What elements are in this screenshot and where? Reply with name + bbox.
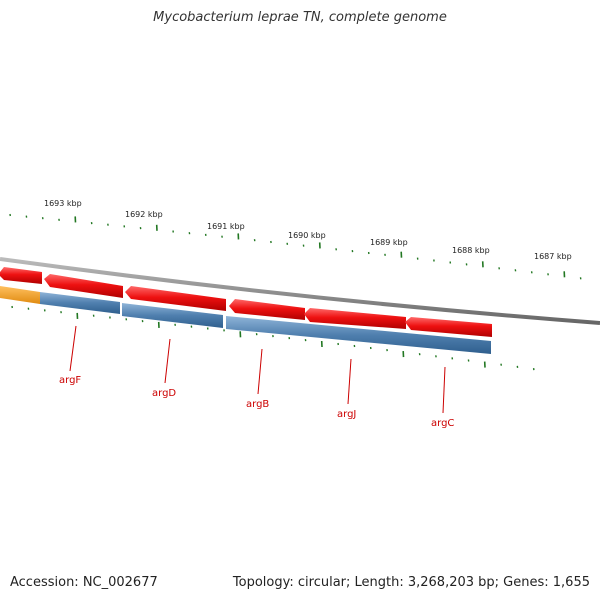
tick-label-1693: 1693 kbp xyxy=(44,199,82,208)
gene-feature-arrow[interactable] xyxy=(229,299,305,320)
tick-label-1691: 1691 kbp xyxy=(207,222,245,231)
gene-label-argB[interactable]: argB xyxy=(246,399,269,410)
gene-feature-arrow[interactable] xyxy=(0,267,42,284)
outer-tick-ring xyxy=(9,213,582,280)
genome-summary-text: Topology: circular; Length: 3,268,203 bp… xyxy=(232,575,590,590)
inner-tick-ring xyxy=(11,305,535,371)
genome-backbone xyxy=(0,257,600,325)
gene-feature-arrow[interactable] xyxy=(405,317,492,337)
tick-label-1690: 1690 kbp xyxy=(288,231,326,240)
tick-label-1689: 1689 kbp xyxy=(370,238,408,247)
tick-label-1687: 1687 kbp xyxy=(534,252,572,261)
gene-feature-arrow[interactable] xyxy=(304,308,406,329)
gene-feature-arrow[interactable] xyxy=(44,274,123,298)
cds-segment[interactable] xyxy=(40,292,120,314)
cds-segment[interactable] xyxy=(122,303,223,328)
tick-label-1688: 1688 kbp xyxy=(452,246,490,255)
tick-label-1692: 1692 kbp xyxy=(125,210,163,219)
gene-label-argF[interactable]: argF xyxy=(59,375,81,386)
accession-text: Accession: NC_002677 xyxy=(10,575,158,590)
gene-labels: argF argD argB argJ argC xyxy=(59,375,454,429)
cds-segment[interactable] xyxy=(226,316,491,354)
gene-label-argC[interactable]: argC xyxy=(431,418,454,429)
cds-track-blue xyxy=(40,292,491,354)
gene-label-lines xyxy=(69,325,446,414)
gene-label-argJ[interactable]: argJ xyxy=(337,409,356,420)
genome-title: Mycobacterium leprae TN, complete genome xyxy=(153,10,447,25)
gene-label-argD[interactable]: argD xyxy=(152,388,176,399)
gene-track-red xyxy=(0,267,492,337)
scale-labels: 1693 kbp 1692 kbp 1691 kbp 1690 kbp 1689… xyxy=(44,199,572,261)
gene-feature-arrow[interactable] xyxy=(125,286,226,311)
rna-feature[interactable] xyxy=(0,286,40,304)
